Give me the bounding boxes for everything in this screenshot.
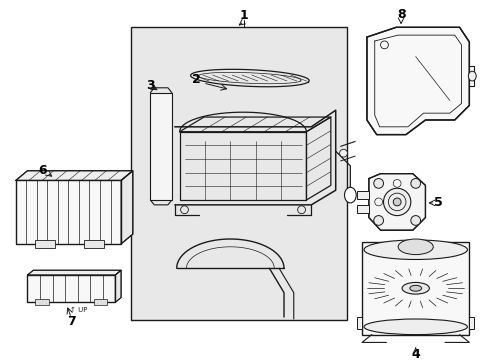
Text: 1: 1: [239, 9, 248, 22]
Polygon shape: [366, 27, 468, 135]
Bar: [35, 300, 49, 305]
Ellipse shape: [383, 188, 410, 216]
Text: 8: 8: [396, 8, 405, 21]
Bar: [356, 205, 368, 213]
Ellipse shape: [339, 149, 346, 157]
Text: 6: 6: [39, 164, 47, 177]
Text: 4: 4: [410, 348, 419, 360]
Ellipse shape: [401, 282, 428, 294]
Ellipse shape: [392, 198, 400, 206]
Bar: [84, 240, 103, 248]
Bar: [27, 275, 115, 302]
Bar: [35, 240, 55, 248]
Bar: [150, 93, 171, 200]
Ellipse shape: [344, 187, 355, 203]
Polygon shape: [115, 270, 121, 302]
Bar: [131, 27, 346, 320]
Polygon shape: [121, 171, 133, 244]
Polygon shape: [27, 270, 121, 275]
Bar: [356, 191, 368, 199]
Ellipse shape: [410, 179, 420, 188]
Text: ↑ UP: ↑ UP: [70, 307, 88, 313]
Bar: [16, 180, 121, 244]
Ellipse shape: [373, 216, 383, 225]
Ellipse shape: [397, 239, 432, 255]
Polygon shape: [16, 171, 133, 180]
Ellipse shape: [373, 179, 383, 188]
Bar: [361, 242, 468, 334]
Bar: [356, 317, 361, 329]
Text: 7: 7: [67, 315, 76, 328]
Bar: [468, 317, 473, 329]
Text: 3: 3: [146, 79, 154, 93]
Ellipse shape: [363, 240, 467, 260]
Text: 5: 5: [433, 197, 442, 210]
Bar: [94, 300, 107, 305]
Ellipse shape: [363, 319, 467, 334]
Ellipse shape: [410, 216, 420, 225]
Ellipse shape: [468, 71, 475, 81]
Text: 2: 2: [191, 73, 200, 86]
Polygon shape: [368, 174, 425, 230]
Ellipse shape: [409, 285, 421, 291]
